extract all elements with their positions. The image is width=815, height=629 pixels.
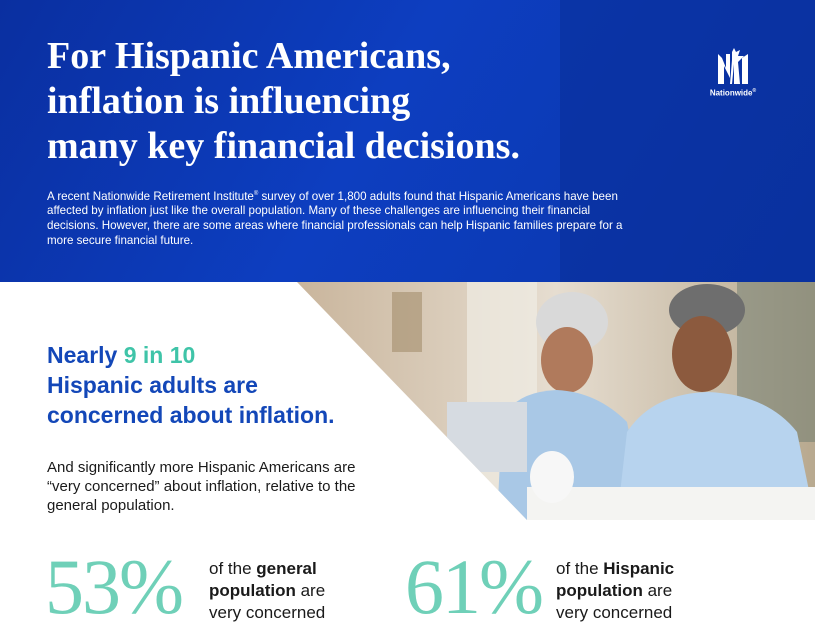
hispanic-population-description: of the Hispanic population are very conc… [556, 558, 726, 624]
nationwide-eagle-logo-icon [718, 48, 748, 84]
stat-headline: Nearly 9 in 10 Hispanic adults are conce… [47, 340, 407, 430]
stat-headline-line-2: Hispanic adults are [47, 372, 258, 398]
couple-photo [297, 282, 815, 520]
stat-headline-line-3: concerned about inflation. [47, 402, 335, 428]
general-population-percentage: 53% [45, 543, 184, 629]
hero-banner: For Hispanic Americans, inflation is inf… [0, 0, 815, 282]
stat-headline-lead: Nearly [47, 342, 124, 368]
hero-title-line-1: For Hispanic Americans, [47, 35, 451, 77]
hero-title: For Hispanic Americans, inflation is inf… [47, 34, 647, 169]
wordmark-registered-mark: ® [752, 88, 757, 94]
general-population-description: of the general population are very conce… [209, 558, 379, 624]
hero-background-accent [560, 0, 815, 282]
hero-title-line-2: inflation is influencing [47, 80, 411, 122]
hispanic-desc-post2: very concerned [556, 603, 673, 622]
stat-subtext: And significantly more Hispanic American… [47, 459, 356, 514]
general-desc-post2: very concerned [209, 603, 326, 622]
general-desc-bold: general population [209, 559, 317, 600]
intro-text-2: survey of over 1,800 adults found that H… [47, 189, 623, 247]
hero-title-line-3: many key financial decisions. [47, 125, 520, 167]
hero-intro: A recent Nationwide Retirement Institute… [47, 187, 627, 248]
hispanic-desc-post1: are [642, 581, 673, 600]
hispanic-desc-pre: of the [556, 559, 604, 578]
stat-headline-highlight: 9 in 10 [123, 342, 196, 368]
registered-mark: ® [253, 191, 259, 197]
wordmark-text: Nationwide [709, 88, 753, 98]
hispanic-desc-bold: Hispanic population [556, 559, 675, 600]
general-desc-pre: of the [209, 559, 257, 578]
general-desc-post1: are [295, 581, 326, 600]
hispanic-population-percentage: 61% [405, 543, 544, 629]
intro-text-1: A recent Nationwide Retirement Institute [47, 189, 254, 203]
nationwide-wordmark: Nationwide® [702, 88, 764, 98]
